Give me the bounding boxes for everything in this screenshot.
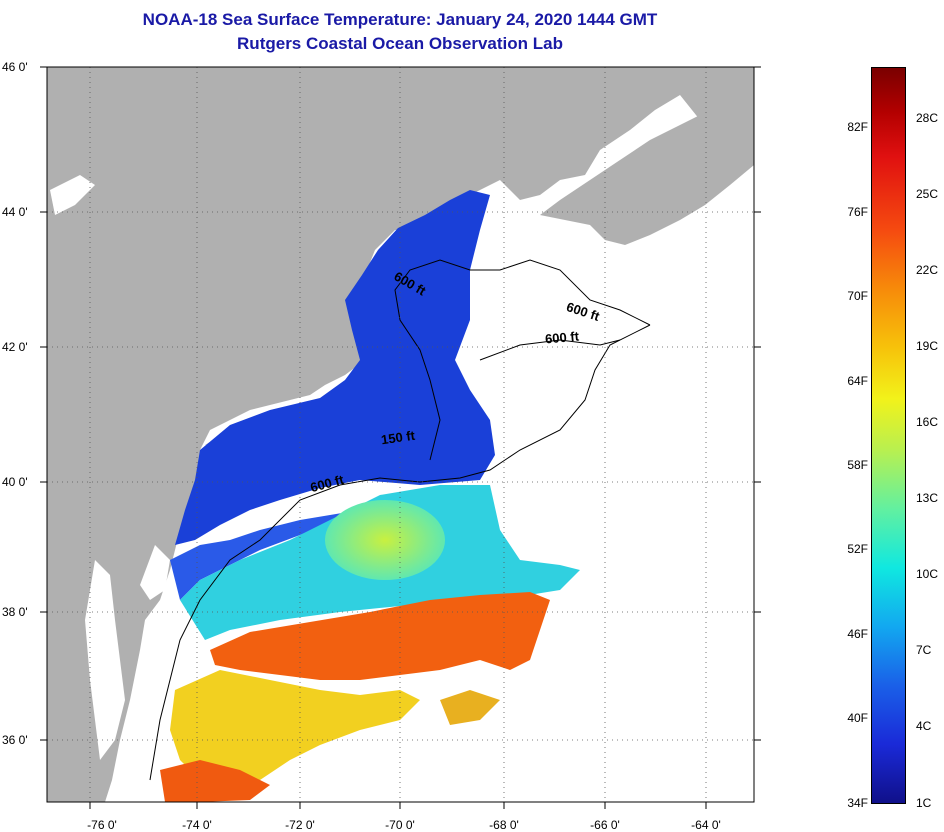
lat-label: 36 0' [2,733,28,747]
delaware-bay [140,545,170,600]
colorbar-f-label: 76F [847,205,868,219]
lat-label: 46 0' [2,60,28,74]
lat-label: 38 0' [2,605,28,619]
sst-hot-south [160,760,270,802]
sst-gulf-stream [210,592,550,680]
colorbar-c-label: 19C [916,339,939,353]
lon-label: -64 0' [691,818,721,832]
lat-label: 42 0' [2,340,28,354]
colorbar-f-label: 58F [847,458,868,472]
contour-line [479,339,621,361]
lon-label: -68 0' [489,818,519,832]
lon-label: -66 0' [590,818,620,832]
lat-label: 44 0' [2,205,28,219]
lake [50,175,95,215]
lon-label: -74 0' [182,818,212,832]
colorbar-f-label: 46F [847,627,868,641]
lon-label: -76 0' [87,818,117,832]
land-nova-scotia [540,115,754,245]
lon-label: -70 0' [385,818,415,832]
colorbar-f-label: 34F [847,796,868,810]
colorbar-c-label: 4C [916,719,932,733]
lon-label: -72 0' [285,818,315,832]
colorbar-c-label: 13C [916,491,939,505]
depth-label: 600 ft [544,328,580,347]
map-title: NOAA-18 Sea Surface Temperature: January… [142,10,658,29]
colorbar-c-label: 16C [916,415,939,429]
chesapeake-bay [85,560,125,760]
colorbar-f-label: 52F [847,542,868,556]
temperature-colorbar [871,67,906,804]
colorbar-f-label: 40F [847,711,868,725]
colorbar-c-label: 25C [916,187,939,201]
colorbar-c-label: 28C [916,111,939,125]
contour-line [149,324,651,781]
sst-patch [440,690,500,725]
colorbar-c-label: 22C [916,263,939,277]
lat-label: 40 0' [2,475,28,489]
axis-ticks [40,66,761,809]
map-subtitle: Rutgers Coastal Ocean Observation Lab [237,34,563,53]
colorbar-f-label: 64F [847,374,868,388]
colorbar-f-label: 82F [847,120,868,134]
warm-eddy [325,500,445,580]
contour-line [394,259,651,461]
colorbar-c-label: 1C [916,796,932,810]
colorbar-c-label: 10C [916,567,939,581]
land-mainland [47,67,754,802]
sst-warm-south [170,670,420,790]
sst-cold-shelf [175,190,495,545]
colorbar-c-label: 7C [916,643,932,657]
colorbar-f-label: 70F [847,289,868,303]
